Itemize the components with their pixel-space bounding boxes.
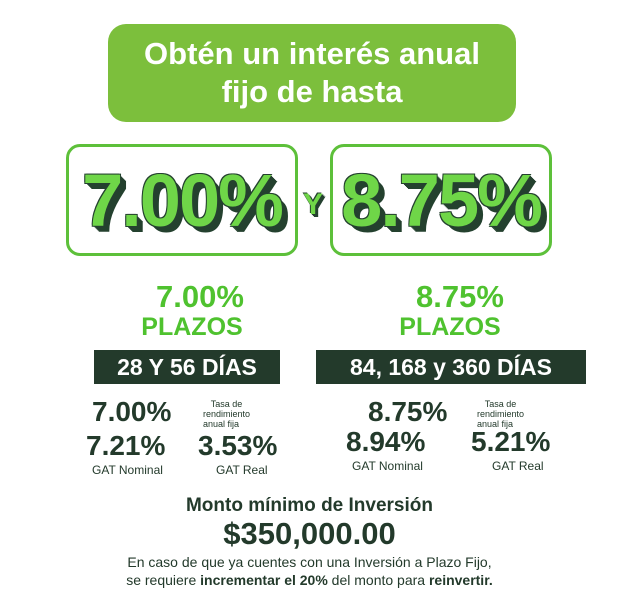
right-plazos-heading: PLAZOS — [399, 313, 501, 341]
left-days-bar: 28 Y 56 DÍAS — [94, 350, 280, 384]
note-line-2-d: reinvertir. — [428, 572, 493, 588]
right-gat-real: 5.21% — [471, 426, 551, 457]
big-rate-right: 8.75% — [341, 158, 543, 242]
left-fixed-rate-label: Tasa de rendimiento anual fija — [203, 399, 250, 429]
left-fixed-label-1: Tasa de — [210, 399, 243, 409]
right-fixed-label-3: anual fija — [477, 419, 514, 429]
headline-line-2: fijo de hasta — [221, 74, 403, 109]
rate-box-left: 7.00% — [66, 144, 298, 256]
rates-separator: Y — [303, 188, 324, 221]
minimum-amount: $350,000.00 — [223, 516, 396, 551]
note-line-2-b: incrementar el 20% — [200, 572, 328, 588]
right-fixed-label-2: rendimiento — [477, 409, 525, 419]
left-rate-heading: 7.00% — [156, 279, 244, 314]
left-gat-real: 3.53% — [198, 430, 278, 461]
right-gat-nominal-label: GAT Nominal — [352, 459, 423, 473]
left-gat-real-label: GAT Real — [216, 463, 268, 477]
headline-line-1: Obtén un interés anual — [144, 36, 480, 71]
left-plazos-heading: PLAZOS — [141, 313, 243, 341]
note-line-1: En caso de que ya cuentes con una Invers… — [127, 554, 492, 570]
left-fixed-label-3: anual fija — [203, 419, 240, 429]
right-fixed-label-1: Tasa de — [484, 399, 517, 409]
note-line-2-a: se requiere — [126, 572, 201, 588]
note-line-2-c: del monto para — [327, 572, 429, 588]
left-fixed-label-2: rendimiento — [203, 409, 251, 419]
left-gat-nominal: 7.21% — [86, 430, 166, 461]
rate-box-right: 8.75% — [330, 144, 552, 256]
big-rate-left: 7.00% — [82, 158, 284, 242]
reinvest-note: En caso de que ya cuentes con una Invers… — [0, 553, 619, 589]
headline-banner: Obtén un interés anual fijo de hasta — [108, 24, 516, 122]
right-days-bar: 84, 168 y 360 DÍAS — [316, 350, 586, 384]
right-fixed-rate: 8.75% — [368, 396, 448, 427]
right-fixed-rate-label: Tasa de rendimiento anual fija — [477, 399, 524, 429]
right-gat-nominal: 8.94% — [346, 426, 426, 457]
note-line-2: se requiere incrementar el 20% del monto… — [0, 571, 619, 589]
left-gat-nominal-label: GAT Nominal — [92, 463, 163, 477]
right-rate-heading: 8.75% — [416, 279, 504, 314]
left-fixed-rate: 7.00% — [92, 396, 172, 427]
right-gat-real-label: GAT Real — [492, 459, 544, 473]
minimum-title: Monto mínimo de Inversión — [185, 495, 433, 516]
